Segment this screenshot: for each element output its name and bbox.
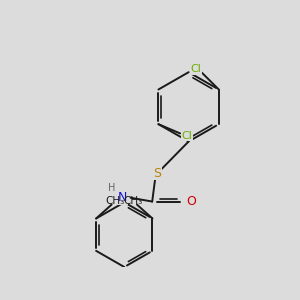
Text: O: O [186,195,196,208]
Text: Cl: Cl [190,64,201,74]
Text: CH₃: CH₃ [106,196,125,206]
Text: S: S [154,167,162,180]
Text: CH₃: CH₃ [124,196,143,206]
Text: N: N [118,191,128,204]
Text: H: H [108,184,116,194]
Text: Cl: Cl [182,131,193,141]
